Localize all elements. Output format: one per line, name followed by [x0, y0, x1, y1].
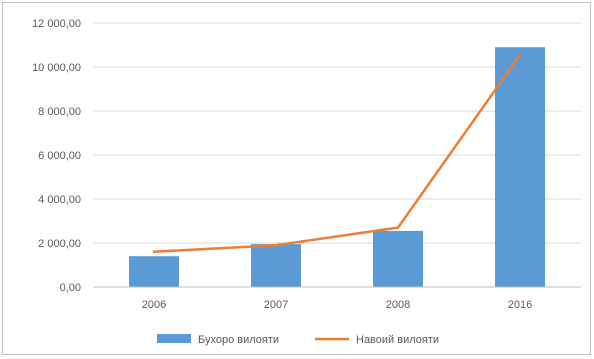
line-point — [152, 250, 156, 253]
line-point — [396, 226, 400, 229]
x-tick-label: 2016 — [508, 299, 532, 311]
y-tick-label: 0,00 — [60, 282, 81, 294]
x-tick-label: 2008 — [386, 299, 410, 311]
line-point — [274, 244, 278, 247]
legend-label: Бухоро вилояти — [198, 334, 279, 346]
y-tick-label: 6 000,00 — [38, 150, 81, 162]
line-point — [518, 53, 522, 57]
y-tick-label: 8 000,00 — [38, 106, 81, 118]
bar — [373, 230, 423, 287]
line-series — [152, 53, 522, 254]
x-tick-label: 2006 — [142, 299, 166, 311]
bar — [495, 47, 545, 288]
y-tick-label: 2 000,00 — [38, 238, 81, 250]
y-tick-label: 12 000,00 — [32, 18, 81, 30]
bar — [251, 244, 301, 287]
legend-label: Навоий вилояти — [356, 334, 439, 346]
chart-frame: 0,00 2 000,00 4 000,00 6 000,00 8 000,00 10 0… — [2, 2, 591, 355]
y-tick-label: 4 000,00 — [38, 194, 81, 206]
y-tick-label: 10 000,00 — [32, 62, 81, 74]
bar — [129, 256, 179, 287]
chart: 0,00 2 000,00 4 000,00 6 000,00 8 000,00 10 0… — [32, 18, 581, 346]
x-tick-label: 2007 — [264, 299, 288, 311]
legend-swatch-bar — [157, 334, 191, 343]
